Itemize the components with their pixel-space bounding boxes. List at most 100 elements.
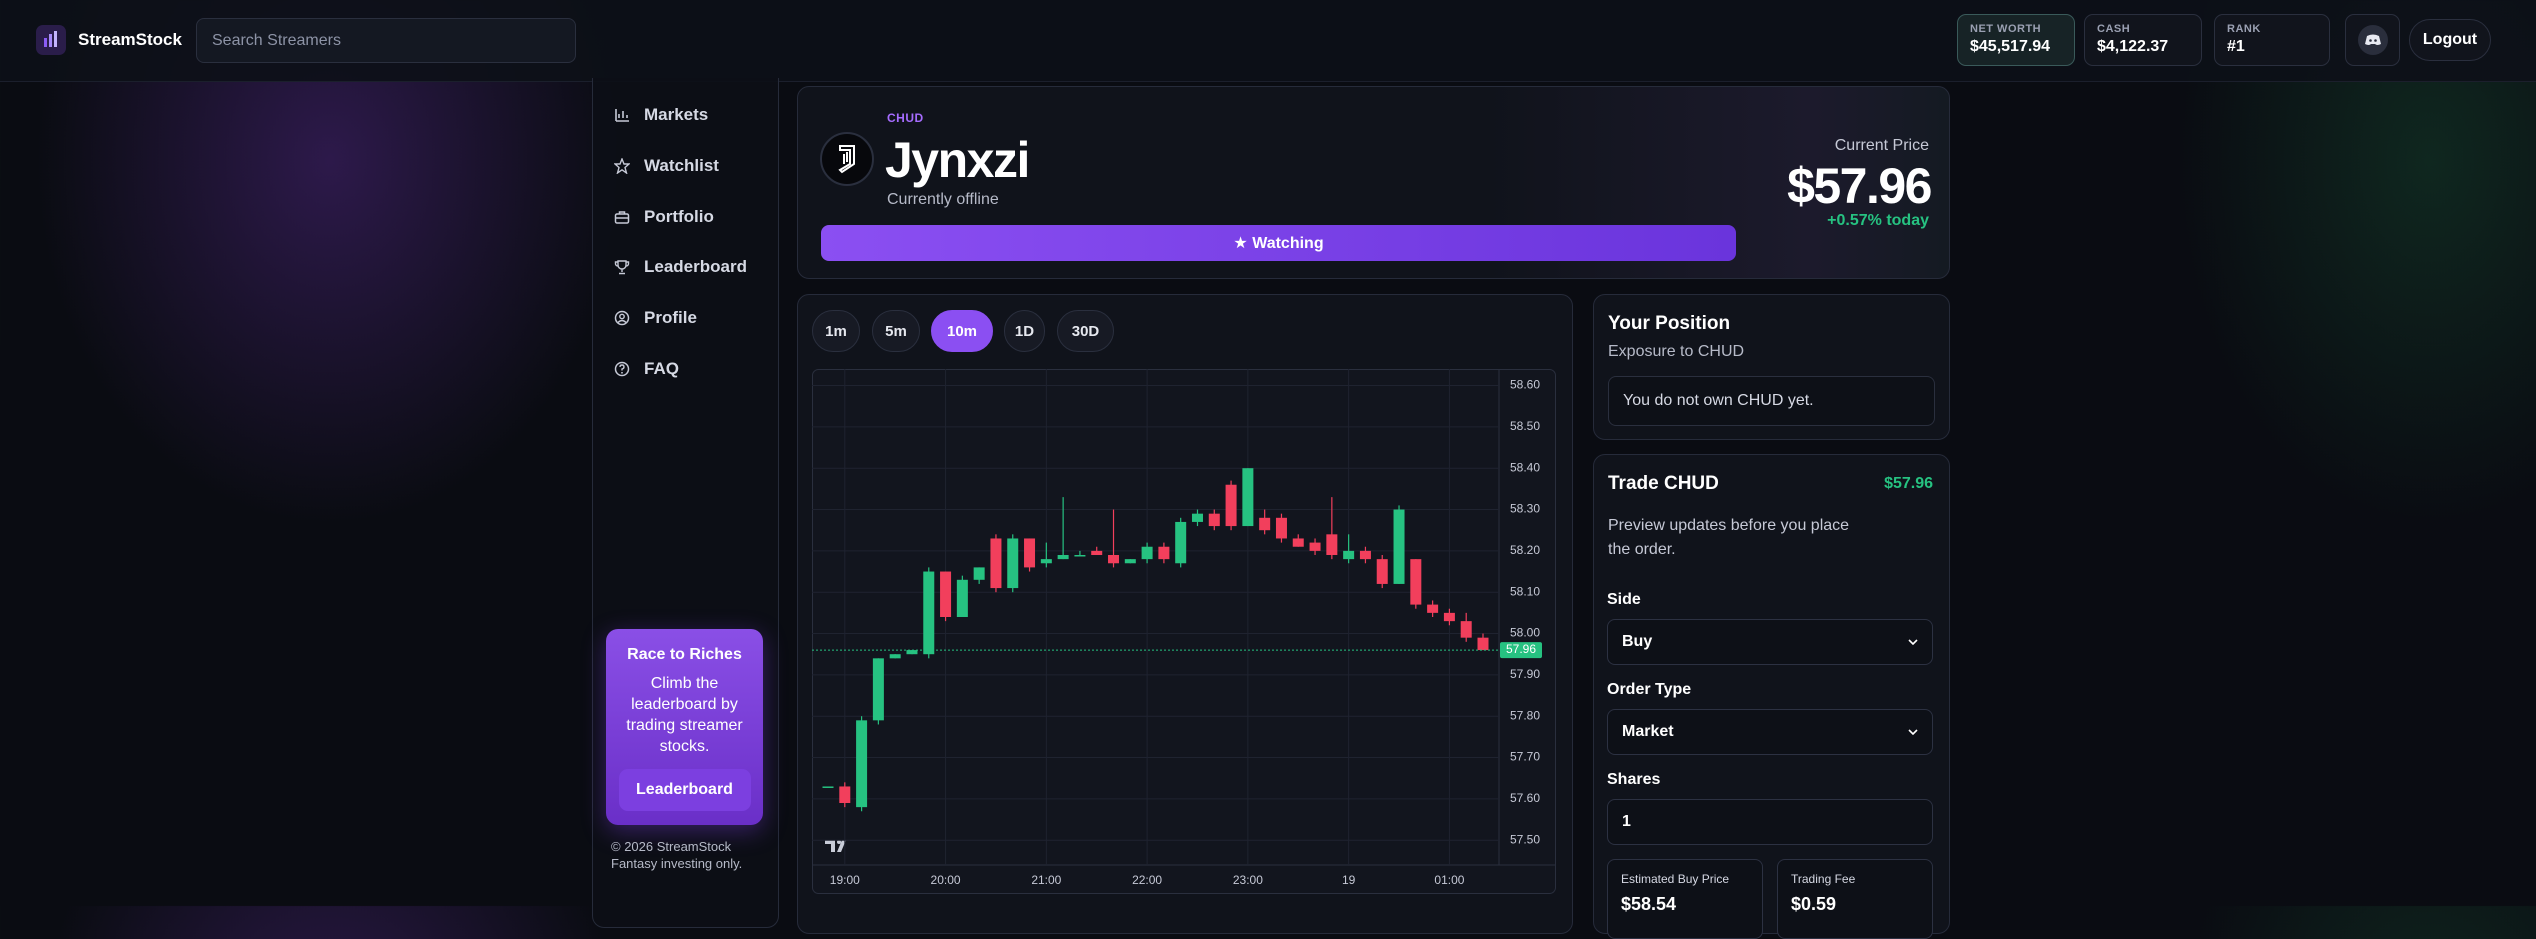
- candle-body: [1292, 538, 1304, 547]
- candle-body: [1158, 546, 1170, 560]
- candle-body: [1259, 517, 1271, 531]
- candle-body: [1040, 559, 1052, 564]
- estimate-label: Estimated Buy Price: [1621, 872, 1730, 886]
- footer-line: Fantasy investing only.: [611, 856, 743, 871]
- field-label: Order Type: [1607, 681, 1692, 698]
- candle-body: [1074, 555, 1086, 557]
- nav-label: Portfolio: [644, 206, 714, 226]
- estimate-value: $0.59: [1791, 894, 1837, 914]
- estimate-box: Estimated Buy Price $58.54: [1607, 859, 1763, 939]
- estimate-box: Trading Fee $0.59: [1777, 859, 1933, 939]
- y-tick-label: 58.20: [1510, 543, 1540, 557]
- x-tick-label: 21:00: [1031, 873, 1061, 887]
- candle-body: [1460, 621, 1472, 638]
- last-price-label: 57.96: [1506, 642, 1536, 656]
- x-tick-label: 22:00: [1132, 873, 1162, 887]
- candle-body: [1024, 538, 1036, 568]
- stat-value: #1: [2227, 38, 2245, 55]
- shares-input[interactable]: 1: [1607, 799, 1933, 845]
- watch-button[interactable]: ★ Watching: [821, 225, 1736, 261]
- status: Currently offline: [887, 191, 999, 208]
- x-tick-label: 19:00: [830, 873, 860, 887]
- candle-body: [1057, 555, 1069, 560]
- candle-body: [1309, 542, 1321, 551]
- chart-frame: [812, 369, 1556, 894]
- candle-body: [856, 720, 868, 808]
- logout-button[interactable]: Logout: [2409, 19, 2491, 61]
- candle-body: [1443, 612, 1455, 622]
- side-select[interactable]: Buy: [1607, 619, 1933, 665]
- position-panel: Your Position Exposure to CHUD You do no…: [1593, 294, 1950, 440]
- nav-item[interactable]: Leaderboard: [614, 257, 747, 277]
- nav-icon: [614, 310, 630, 326]
- timeframe-button[interactable]: 1m: [812, 310, 860, 352]
- nav-item[interactable]: Markets: [614, 105, 708, 125]
- x-tick-label: 19: [1342, 873, 1356, 887]
- y-tick-label: 57.70: [1510, 750, 1540, 764]
- discord-button[interactable]: [2345, 14, 2400, 66]
- candle-body: [1175, 521, 1187, 564]
- candle-body: [1225, 484, 1237, 527]
- candle-body: [1343, 550, 1355, 560]
- timeframe-button[interactable]: 5m: [872, 310, 920, 352]
- brand[interactable]: StreamStock: [78, 30, 182, 49]
- nav-item[interactable]: Portfolio: [614, 207, 714, 227]
- nav-label: FAQ: [644, 359, 679, 378]
- trade-title: Trade CHUD: [1608, 473, 1719, 494]
- price-label: Current Price: [1834, 137, 1929, 154]
- candle-body: [1191, 513, 1203, 522]
- order-type-select[interactable]: Market: [1607, 709, 1933, 755]
- position-subtitle: Exposure to CHUD: [1608, 343, 1745, 360]
- stock-name: Jynxzi: [885, 132, 1030, 188]
- candle-body: [1410, 559, 1422, 605]
- search-box[interactable]: Search Streamers: [196, 18, 576, 63]
- x-tick-label: 20:00: [931, 873, 961, 887]
- stock-card: CHUD Jynxzi Currently offline ★ Watching…: [797, 86, 1950, 279]
- candle-body: [956, 579, 968, 617]
- stat-label: RANK: [2227, 23, 2261, 35]
- nav-label: Profile: [644, 308, 697, 328]
- discord-glyph: [2364, 34, 2381, 45]
- promo-button[interactable]: Leaderboard: [618, 769, 751, 811]
- candle-body: [1326, 534, 1338, 555]
- candle-body: [940, 571, 952, 617]
- candle-body: [1208, 513, 1220, 527]
- stat-label: NET WORTH: [1970, 23, 2042, 35]
- y-tick-label: 57.90: [1510, 667, 1540, 681]
- candle-body: [1359, 550, 1371, 560]
- y-tick-label: 58.00: [1510, 626, 1540, 640]
- timeframe-button[interactable]: 10m: [931, 310, 993, 352]
- nav-icon: [614, 260, 630, 275]
- y-tick-label: 58.30: [1510, 502, 1540, 516]
- trade-panel: Trade CHUD $57.96 Preview updates before…: [1593, 454, 1950, 934]
- x-tick-label: 23:00: [1233, 873, 1263, 887]
- chevron: [1908, 639, 1918, 645]
- candle-body: [1477, 637, 1489, 651]
- current-price: $57.96: [1787, 158, 1932, 214]
- nav-icon: [615, 109, 629, 122]
- logo[interactable]: [36, 25, 66, 55]
- nav-item[interactable]: FAQ: [614, 359, 679, 379]
- field-label: Side: [1607, 591, 1641, 608]
- candle-body: [889, 654, 901, 659]
- position-empty: You do not own CHUD yet.: [1608, 376, 1935, 426]
- search-placeholder: Search Streamers: [212, 31, 341, 49]
- y-tick-label: 58.50: [1510, 419, 1540, 433]
- nav-item[interactable]: Watchlist: [614, 156, 719, 176]
- nav-icon: [614, 157, 630, 174]
- nav-icon: [614, 361, 630, 377]
- candle-body: [1091, 550, 1103, 555]
- candle-body: [1242, 468, 1254, 527]
- nav-item[interactable]: Profile: [614, 308, 697, 328]
- trade-note: Preview updates before you place the ord…: [1608, 517, 1850, 558]
- candle-body: [1275, 517, 1287, 539]
- y-tick-label: 57.80: [1510, 708, 1540, 722]
- avatar: [820, 132, 874, 186]
- timeframe-button[interactable]: 1D: [1004, 310, 1045, 352]
- stat-label: CASH: [2097, 23, 2131, 35]
- timeframe-button[interactable]: 30D: [1057, 310, 1114, 352]
- field-label: Shares: [1607, 771, 1661, 788]
- cash: CASH $4,122.37: [2084, 14, 2202, 66]
- position-title: Your Position: [1608, 313, 1731, 334]
- promo-title: Race to Riches: [627, 646, 742, 663]
